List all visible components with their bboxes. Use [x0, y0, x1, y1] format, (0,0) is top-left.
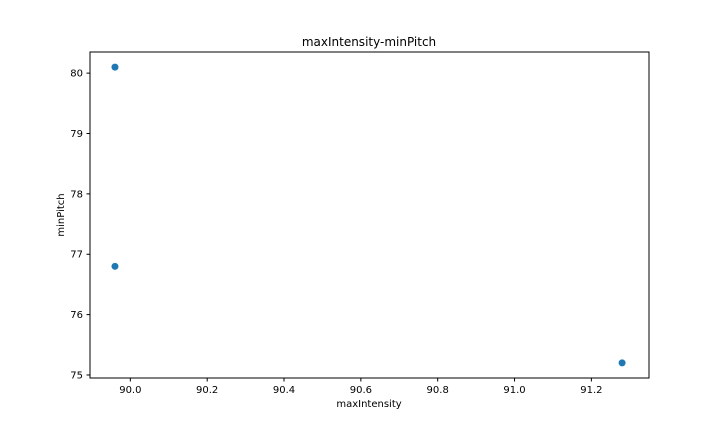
x-tick-label: 90.2 [196, 385, 218, 396]
data-points [111, 63, 626, 367]
plot-area: 90.0 90.2 90.4 90.6 90.8 91.0 91.2 75 76 77 78 79 8… [70, 51, 650, 396]
x-tick-label: 90.0 [119, 385, 141, 396]
y-tick-label: 75 [70, 370, 83, 381]
y-tick-label: 78 [70, 189, 83, 200]
x-axis-ticks: 90.0 90.2 90.4 90.6 90.8 91.0 91.2 [119, 378, 603, 396]
x-tick-label: 91.0 [503, 385, 525, 396]
scatter-point [111, 262, 119, 270]
axes-frame [89, 51, 650, 379]
y-tick-label: 77 [70, 250, 83, 261]
y-tick-label: 76 [70, 310, 83, 321]
x-tick-label: 90.8 [427, 385, 449, 396]
x-axis-label: maxIntensity [336, 399, 401, 410]
x-tick-label: 91.2 [580, 385, 602, 396]
chart-title: maxIntensity-minPitch [302, 35, 436, 49]
scatter-point [618, 359, 626, 367]
x-tick-label: 90.4 [273, 385, 295, 396]
scatter-point [111, 63, 119, 71]
x-tick-label: 90.6 [350, 385, 372, 396]
y-axis-label: minPitch [56, 193, 67, 236]
y-axis-ticks: 75 76 77 78 79 80 [70, 69, 90, 381]
y-tick-label: 80 [70, 69, 83, 80]
y-tick-label: 79 [70, 129, 83, 140]
